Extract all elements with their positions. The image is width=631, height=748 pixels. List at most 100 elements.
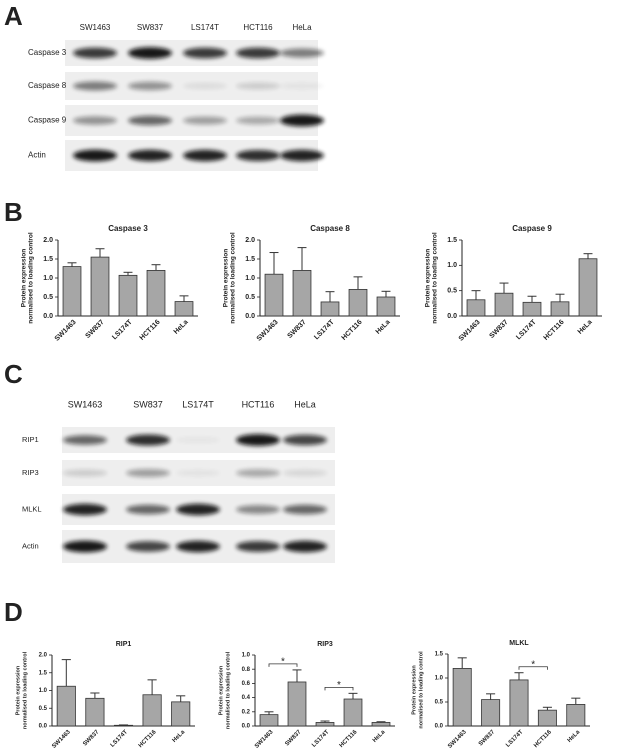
blot-row-label: Caspase 8 [28, 81, 67, 90]
bar [146, 269, 166, 317]
bar [142, 694, 162, 727]
bar [371, 722, 391, 727]
blot-band [128, 81, 172, 91]
y-tick-label: 1.5 [435, 652, 444, 658]
y-axis-label: normalised to loading control [22, 651, 28, 729]
y-tick-label: 0.2 [242, 709, 251, 715]
blot-band [73, 81, 117, 91]
blot-band [236, 116, 280, 125]
panel-label: B [4, 197, 23, 227]
bar [62, 266, 82, 317]
y-axis-label: Protein expression [223, 249, 230, 308]
bar [264, 273, 284, 317]
y-tick-label: 2.0 [39, 653, 48, 659]
y-axis-label: normalised to loading control [230, 232, 237, 324]
blot-row-label: Caspase 3 [28, 48, 67, 57]
significance-bracket [324, 686, 354, 691]
y-tick-label: 1.5 [39, 670, 48, 676]
y-axis-label: Protein expression [411, 665, 417, 715]
blot-band [176, 540, 220, 553]
blot-row-label: Actin [28, 151, 46, 160]
panel-label: D [4, 597, 23, 627]
bar [522, 301, 542, 317]
y-tick-label: 0.5 [43, 294, 53, 301]
blot-band [63, 435, 107, 445]
blot-band [128, 149, 172, 162]
y-tick-label: 0.0 [242, 724, 251, 730]
lane-label: HCT116 [242, 399, 275, 409]
bar [56, 685, 76, 727]
blot-band [183, 82, 227, 90]
blot-band [63, 503, 107, 516]
y-tick-label: 0.0 [43, 313, 53, 320]
lane-label: SW1463 [68, 399, 103, 409]
blot-row-label: RIP3 [22, 468, 39, 477]
blot-band [73, 47, 117, 59]
significance-bracket [518, 666, 548, 670]
lane-label: HeLa [292, 23, 312, 32]
blot-band [176, 436, 220, 444]
panel-label: C [4, 359, 23, 389]
lane-label: LS174T [191, 23, 219, 32]
blot-row-label: Caspase 9 [28, 116, 67, 125]
bar [452, 668, 472, 727]
y-axis-label: Protein expression [21, 249, 28, 308]
blot-row-label: RIP1 [22, 435, 39, 444]
blot-band [183, 116, 227, 125]
chart-title: RIP1 [116, 641, 132, 648]
y-tick-label: 1.5 [245, 256, 255, 263]
bar [466, 299, 486, 317]
bar [550, 301, 570, 317]
blot-band [280, 114, 324, 127]
bar [509, 679, 529, 727]
bar [343, 698, 363, 727]
y-tick-label: 0.5 [39, 706, 48, 712]
y-tick-label: 0.0 [245, 313, 255, 320]
blot-band [63, 540, 107, 553]
y-tick-label: 1.0 [447, 262, 457, 269]
blot-band [176, 469, 220, 477]
blot-band [236, 82, 280, 90]
blot-band [283, 469, 327, 477]
significance-label: * [337, 680, 341, 691]
blot-row-label: Actin [22, 541, 39, 550]
bar [481, 699, 501, 727]
y-axis-label: Protein expression [15, 665, 21, 715]
blot-band [236, 47, 280, 59]
blot-band [236, 434, 280, 446]
blot-band [73, 116, 117, 125]
y-tick-label: 0.0 [447, 313, 457, 320]
y-axis-label: Protein expression [218, 665, 224, 715]
y-axis-label: normalised to loading control [225, 651, 231, 729]
blot-band [73, 149, 117, 162]
y-axis-label: normalised to loading control [432, 232, 439, 324]
bar [537, 709, 557, 727]
bar [348, 288, 368, 317]
lane-label: SW837 [137, 23, 164, 32]
chart-title: Caspase 8 [310, 224, 350, 233]
blot-band [126, 504, 170, 515]
panel-label: A [4, 1, 23, 31]
y-tick-label: 1.0 [43, 275, 53, 282]
blot-band [280, 149, 324, 162]
bar [376, 296, 396, 317]
blot-band [128, 47, 172, 59]
lane-label: SW837 [133, 399, 163, 409]
blot-band [183, 149, 227, 162]
bar [292, 269, 312, 317]
significance-label: * [531, 659, 535, 670]
y-tick-label: 2.0 [245, 237, 255, 244]
y-axis-label: normalised to loading control [28, 232, 35, 324]
blot-band [128, 115, 172, 126]
lane-label: LS174T [182, 399, 214, 409]
significance-bracket [268, 663, 298, 667]
y-tick-label: 0.5 [245, 294, 255, 301]
blot-band [176, 503, 220, 516]
blot-band [280, 82, 324, 90]
bar [90, 256, 110, 317]
bar [174, 301, 194, 317]
blot-band [183, 47, 227, 59]
bar [566, 704, 586, 727]
y-axis-label: Protein expression [425, 249, 432, 308]
significance-label: * [281, 657, 285, 668]
